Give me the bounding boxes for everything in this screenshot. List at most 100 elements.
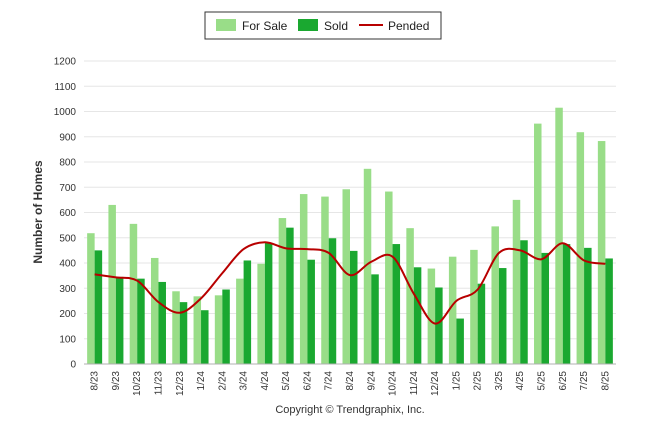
bar-for-sale xyxy=(534,123,542,365)
bar-sold xyxy=(605,258,613,364)
x-tick-label: 11/24 xyxy=(409,371,420,396)
x-tick-label: 5/25 xyxy=(537,371,548,391)
bar-sold xyxy=(94,250,103,364)
bar-for-sale xyxy=(597,141,606,364)
bar-sold xyxy=(243,260,252,364)
legend-label-sold: Sold xyxy=(324,19,348,33)
y-tick-label: 1000 xyxy=(54,107,77,118)
x-tick-label: 8/23 xyxy=(90,371,101,391)
x-tick-label: 6/24 xyxy=(302,371,313,391)
bar-sold xyxy=(562,244,571,364)
bar-for-sale xyxy=(385,191,393,364)
bar-sold xyxy=(456,318,464,364)
bar-for-sale xyxy=(406,228,414,364)
y-axis-ticks: 0 100 200 300 400 500 600 700 800 900 1000 1100 1200 xyxy=(54,57,77,371)
bar-for-sale xyxy=(555,107,563,365)
bar-for-sale xyxy=(363,168,372,364)
y-tick-label: 900 xyxy=(59,132,76,143)
bar-sold xyxy=(435,287,443,364)
pended-line-group xyxy=(94,241,606,325)
bar-sold xyxy=(307,259,315,364)
bar-sold xyxy=(477,283,486,364)
bar-for-sale xyxy=(87,233,95,364)
y-tick-label: 200 xyxy=(59,309,76,320)
legend-swatch-sold xyxy=(298,19,318,31)
bar-for-sale xyxy=(491,226,499,364)
bar-for-sale xyxy=(470,249,478,364)
x-tick-label: 5/24 xyxy=(281,371,292,391)
bar-for-sale xyxy=(257,263,265,364)
x-tick-label: 3/24 xyxy=(239,371,250,391)
y-tick-label: 700 xyxy=(59,183,76,194)
y-tick-label: 600 xyxy=(59,208,76,219)
bar-sold xyxy=(350,250,358,364)
y-axis-title: Number of Homes xyxy=(31,160,45,264)
bar-sold xyxy=(137,278,145,364)
x-tick-label: 4/25 xyxy=(515,371,526,391)
x-tick-label: 8/25 xyxy=(600,371,611,391)
x-tick-label: 9/23 xyxy=(111,371,122,391)
bar-sold xyxy=(541,252,550,364)
x-tick-label: 12/24 xyxy=(430,371,441,396)
x-tick-label: 1/24 xyxy=(196,371,207,391)
bar-for-sale xyxy=(108,204,116,364)
bar-sold xyxy=(222,289,230,364)
bar-for-sale xyxy=(278,218,287,364)
x-tick-label: 2/25 xyxy=(473,371,484,391)
x-tick-label: 7/24 xyxy=(324,371,335,391)
x-axis-ticks: 8/23 9/23 10/23 11/23 12/23 1/24 2/24 3/24 4/24 5… xyxy=(90,371,612,396)
copyright-credit: Copyright © Trendgraphix, Inc. xyxy=(275,404,424,416)
bar-for-sale xyxy=(214,295,223,364)
bar-sold xyxy=(520,240,528,364)
y-tick-label: 0 xyxy=(70,360,76,371)
bar-sold xyxy=(413,267,422,364)
bar-for-sale xyxy=(342,189,350,364)
bar-for-sale xyxy=(236,278,244,364)
y-tick-label: 500 xyxy=(59,233,76,244)
x-tick-label: 4/24 xyxy=(260,371,271,391)
y-tick-label: 400 xyxy=(59,259,76,270)
bar-sold xyxy=(498,268,507,364)
bar-sold xyxy=(264,242,273,364)
x-tick-label: 10/24 xyxy=(388,371,399,396)
x-tick-label: 6/25 xyxy=(558,371,569,391)
y-tick-label: 1100 xyxy=(54,82,76,93)
x-tick-label: 3/25 xyxy=(494,371,505,391)
bar-sold xyxy=(371,274,379,364)
y-tick-label: 1200 xyxy=(54,57,77,68)
x-tick-label: 10/23 xyxy=(132,371,143,396)
x-tick-label: 11/23 xyxy=(153,371,164,396)
bar-for-sale xyxy=(129,223,138,364)
bar-sold xyxy=(115,276,124,364)
bar-sold xyxy=(158,281,166,364)
bar-for-sale xyxy=(321,196,329,364)
x-tick-label: 9/24 xyxy=(366,371,377,391)
bar-sold xyxy=(584,247,592,364)
bar-sold xyxy=(201,310,209,364)
bar-for-sale xyxy=(193,296,202,364)
bar-for-sale xyxy=(427,268,436,364)
pended-line xyxy=(94,241,606,325)
legend: For Sale Sold Pended xyxy=(204,11,442,40)
bar-sold xyxy=(286,227,294,364)
x-tick-label: 7/25 xyxy=(579,371,590,391)
legend-label-pended: Pended xyxy=(388,19,429,33)
bar-for-sale xyxy=(172,291,180,364)
bar-sold xyxy=(179,302,188,364)
bar-for-sale xyxy=(448,256,457,364)
bar-for-sale xyxy=(576,132,585,364)
y-tick-label: 100 xyxy=(59,334,76,345)
x-tick-label: 8/24 xyxy=(345,371,356,391)
legend-swatch-for-sale xyxy=(216,19,236,31)
x-tick-label: 1/25 xyxy=(451,371,462,391)
legend-box xyxy=(204,11,442,40)
bar-sold xyxy=(392,244,401,364)
x-tick-label: 12/23 xyxy=(175,371,186,396)
bars xyxy=(87,107,613,365)
y-tick-label: 300 xyxy=(59,284,76,295)
y-tick-label: 800 xyxy=(59,158,76,169)
bar-for-sale xyxy=(512,199,521,364)
bar-for-sale xyxy=(150,257,159,364)
bar-for-sale xyxy=(299,194,308,364)
